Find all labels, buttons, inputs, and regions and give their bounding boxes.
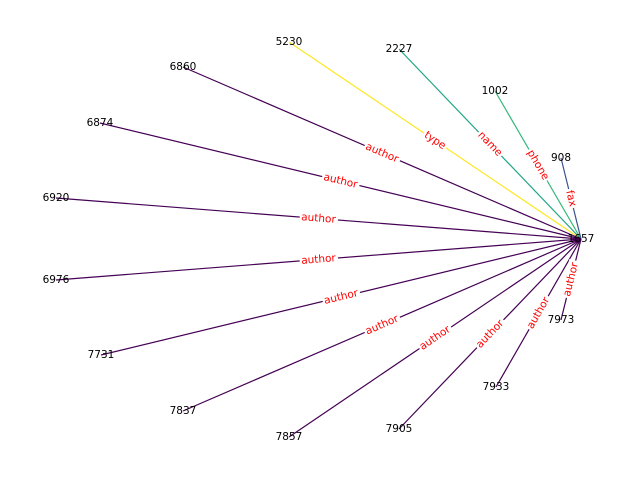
edge-label-bg-1002 — [523, 146, 553, 184]
nodes-layer: 5230 2227 1002 908 6860 6874 6920 6976 7731 7837 7… — [43, 36, 595, 443]
node-label-hub: 1657 — [568, 233, 595, 245]
edge-label-bg-6860 — [362, 139, 403, 167]
edge-label-bg-7731 — [321, 286, 362, 308]
edge-label-bg-7837 — [362, 311, 403, 339]
edge-label-908: fax — [563, 189, 579, 208]
edge-label-bg-7973 — [560, 259, 582, 300]
edge-label-bg-5230 — [420, 127, 450, 154]
node-label-7973: 7973 — [548, 314, 575, 326]
node-label-908: 908 — [551, 152, 571, 164]
edge-label-7857: author — [417, 323, 453, 353]
edge-label-6874: author — [322, 171, 359, 191]
edge-label-bg-908 — [562, 187, 580, 210]
edge-label-bg-7933 — [523, 292, 554, 333]
node-label-7837: 7837 — [170, 405, 197, 417]
node-label-6920: 6920 — [43, 192, 70, 204]
edge-label-7837: author — [364, 312, 401, 337]
edge-label-bg-7905 — [472, 315, 509, 353]
node-label-7731: 7731 — [88, 349, 115, 361]
node-label-1002: 1002 — [482, 85, 509, 97]
edge-label-7905: author — [474, 317, 507, 351]
node-label-6860: 6860 — [170, 61, 197, 73]
edge-labels-layer: type namephonefaxauthorauthorauthorauthor… — [299, 127, 582, 354]
node-label-7857: 7857 — [276, 431, 303, 443]
edge-label-6860: author — [364, 141, 401, 166]
edge-label-bg-2227 — [473, 127, 507, 161]
edge-label-7731: author — [323, 287, 360, 307]
edge-label-bg-7857 — [415, 321, 455, 354]
edge-label-2227: name — [475, 129, 504, 159]
edge-label-bg-6920 — [299, 210, 339, 227]
node-label-5230: 5230 — [276, 36, 303, 48]
node-label-7905: 7905 — [386, 423, 413, 435]
edge-label-7973: author — [561, 261, 581, 298]
edge-label-6976: author — [301, 252, 337, 267]
edge-label-6920: author — [301, 211, 337, 226]
node-label-6976: 6976 — [43, 274, 70, 286]
node-label-7933: 7933 — [483, 381, 510, 393]
edge-label-bg-6874 — [320, 170, 361, 192]
node-label-6874: 6874 — [87, 117, 114, 129]
edges-layer — [55, 41, 582, 438]
node-label-2227: 2227 — [386, 43, 413, 55]
edge-label-bg-6976 — [299, 251, 339, 268]
